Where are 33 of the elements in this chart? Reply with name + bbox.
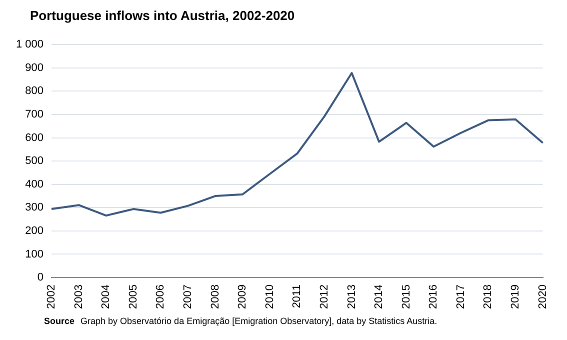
text: Source xyxy=(44,316,75,326)
y-tick-label: 300 xyxy=(25,202,44,214)
y-tick-label: 100 xyxy=(25,248,44,260)
x-tick-label: 2012 xyxy=(318,284,330,310)
x-tick-label: 2010 xyxy=(264,284,276,310)
y-tick-label: 800 xyxy=(25,85,44,98)
x-tick-label: 2020 xyxy=(536,284,549,310)
x-tick-label: 2009 xyxy=(236,284,249,310)
x-tick-label: 2013 xyxy=(346,284,358,310)
x-tick-label: 2006 xyxy=(154,284,167,310)
x-tick-label: 2017 xyxy=(454,284,467,310)
x-tick-label: 2003 xyxy=(72,284,85,310)
y-tick-label: 600 xyxy=(25,132,44,144)
chart-title: Portuguese inflows into Austria, 2002-2020 xyxy=(30,8,296,25)
x-tick-label: 2002 xyxy=(46,284,58,310)
y-tick-label: 900 xyxy=(25,62,44,74)
x-tick-label: 2019 xyxy=(510,284,522,310)
x-tick-label: 2008 xyxy=(209,284,222,310)
y-tick-label: 400 xyxy=(25,178,44,190)
x-tick-label: 2014 xyxy=(373,284,386,310)
x-tick-label: 2016 xyxy=(428,284,440,310)
y-tick-label: 500 xyxy=(25,155,44,168)
x-tick-label: 2004 xyxy=(100,284,112,310)
x-tick-label: 2015 xyxy=(400,284,412,310)
text: Graph by Observatório da Emigração [Emigration Observatory], data by Statistics Austria. xyxy=(80,316,438,326)
y-tick-label: 200 xyxy=(25,224,44,237)
x-tick-label: 2007 xyxy=(182,284,194,310)
x-tick-label: 2005 xyxy=(127,284,140,310)
y-tick-label: 700 xyxy=(25,108,44,121)
x-tick-label: 2018 xyxy=(482,284,494,310)
y-tick-label: 0 xyxy=(37,272,44,284)
x-tick-label: 2011 xyxy=(291,284,304,308)
y-tick-label: 1 000 xyxy=(16,38,44,51)
